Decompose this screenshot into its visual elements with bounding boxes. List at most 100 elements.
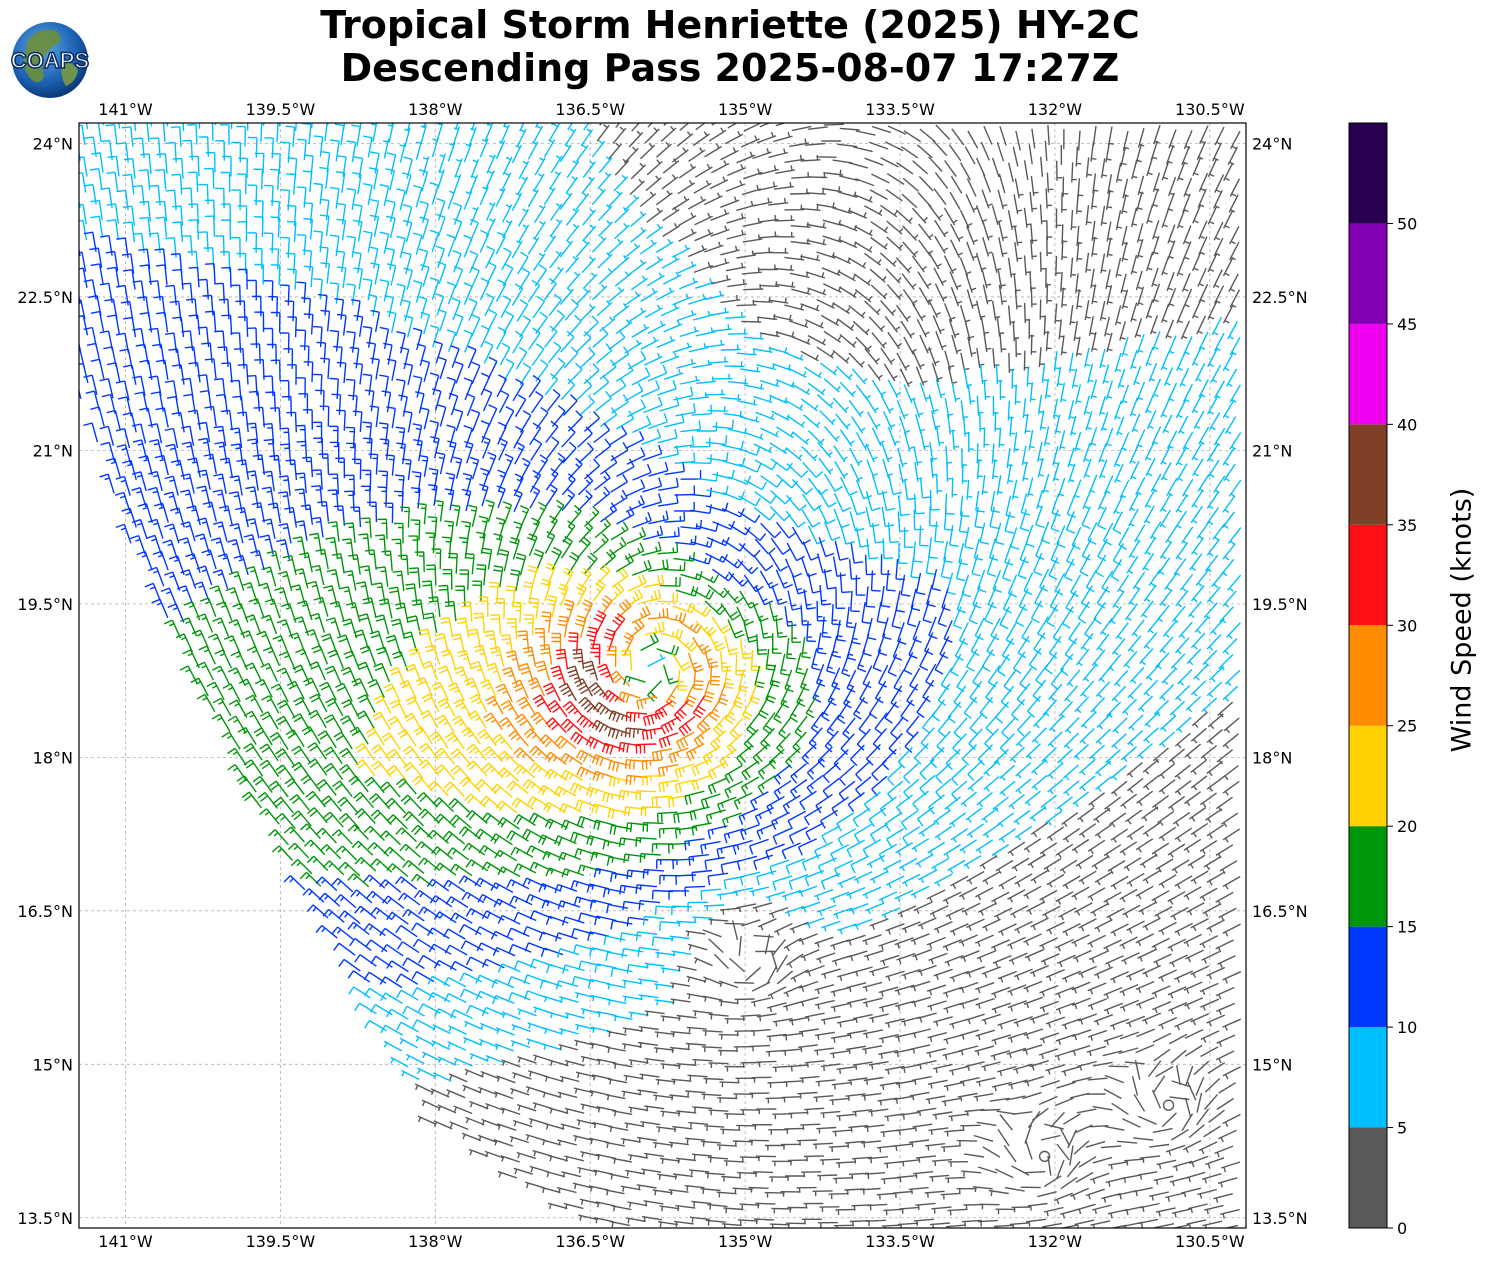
wind-barb [579,1198,600,1205]
wind-barb [1014,225,1023,247]
wind-barb [437,169,445,189]
wind-barb [470,660,487,681]
wind-barb [816,600,827,622]
wind-barb [924,1190,945,1198]
wind-barb [595,343,613,364]
wind-barb [322,860,345,876]
wind-barb [786,637,796,660]
wind-barb [484,630,498,651]
wind-barb [741,697,754,721]
wind-barb [413,232,423,255]
wind-barb [396,378,406,401]
wind-barb [800,949,820,962]
wind-barb [1071,368,1079,389]
wind-barb [899,415,911,436]
wind-barb [241,791,262,809]
wind-barb [381,550,393,571]
wind-barb [231,189,241,211]
wind-barb [1084,300,1091,321]
wind-barb [134,123,137,131]
wind-barb [379,374,389,397]
wind-barb [345,378,356,401]
wind-barb [1111,685,1127,703]
wind-barb [1063,558,1075,582]
wind-barb [713,953,729,969]
wind-barb [366,890,389,905]
wind-barb [418,454,429,477]
wind-barb [1037,1191,1057,1198]
wind-barb [1134,318,1143,338]
wind-barb [663,368,684,380]
wind-barb [899,857,918,872]
wind-barb [451,715,471,734]
wind-barb [1099,348,1106,369]
wind-barb [463,143,473,163]
wind-barb [1222,447,1235,466]
wind-barb [469,456,480,480]
wind-barb [900,1111,921,1120]
wind-barb [437,1056,457,1067]
wind-barb [1097,491,1108,510]
wind-barb [1057,748,1073,765]
wind-barb [435,714,455,733]
wind-barb [402,811,424,827]
wind-barb [804,366,823,379]
wind-barb [99,378,114,399]
wind-barb [886,828,904,848]
wind-barb [357,694,376,713]
wind-barb [951,430,960,451]
wind-barb [516,1104,537,1112]
wind-barb [656,287,675,301]
wind-barb [591,719,615,733]
wind-barb [319,246,329,268]
wind-barb [738,495,761,507]
wind-barb [996,141,1005,162]
wind-barb [433,1008,457,1019]
wind-barb [322,811,344,828]
wind-barb [1048,556,1059,580]
wind-barb [463,425,473,448]
wind-barb [851,1156,872,1164]
wind-barb [461,1132,482,1142]
wind-barb [1174,827,1193,843]
wind-barb [607,727,631,740]
wind-barb [959,209,973,229]
wind-barb [1126,968,1145,981]
wind-barb [1191,490,1204,508]
wind-barb [316,341,327,364]
wind-barb [1199,792,1218,808]
wind-barb [516,128,527,148]
wind-barb [118,123,121,129]
wind-barb [627,1201,648,1208]
wind-barb [680,375,700,385]
wind-barb [319,166,329,189]
wind-barb [709,176,729,190]
wind-barb [544,373,559,396]
wind-barb [535,660,551,681]
wind-barb [820,1110,841,1118]
wind-barb [608,760,631,772]
wind-barb [717,682,729,706]
wind-barb [480,324,490,348]
wind-barb [433,911,457,924]
wind-barb [354,808,376,824]
wind-barb [887,764,903,786]
wind-barb [481,861,505,874]
wind-barb [468,127,477,147]
wind-barb [252,247,263,269]
wind-barb [928,616,938,640]
wind-barb [884,701,898,724]
wind-barb [861,1092,882,1101]
wind-barb [501,247,512,271]
wind-barb [404,127,411,148]
wind-barb [622,995,643,1002]
wind-barb [880,157,899,168]
wind-barb [1151,985,1171,998]
wind-barb [628,1011,649,1018]
wind-barb [656,379,677,396]
wind-barb [312,373,323,395]
wind-barb [863,997,883,1008]
wind-barb [345,602,361,623]
wind-barb [753,395,773,404]
wind-barb [824,473,844,492]
